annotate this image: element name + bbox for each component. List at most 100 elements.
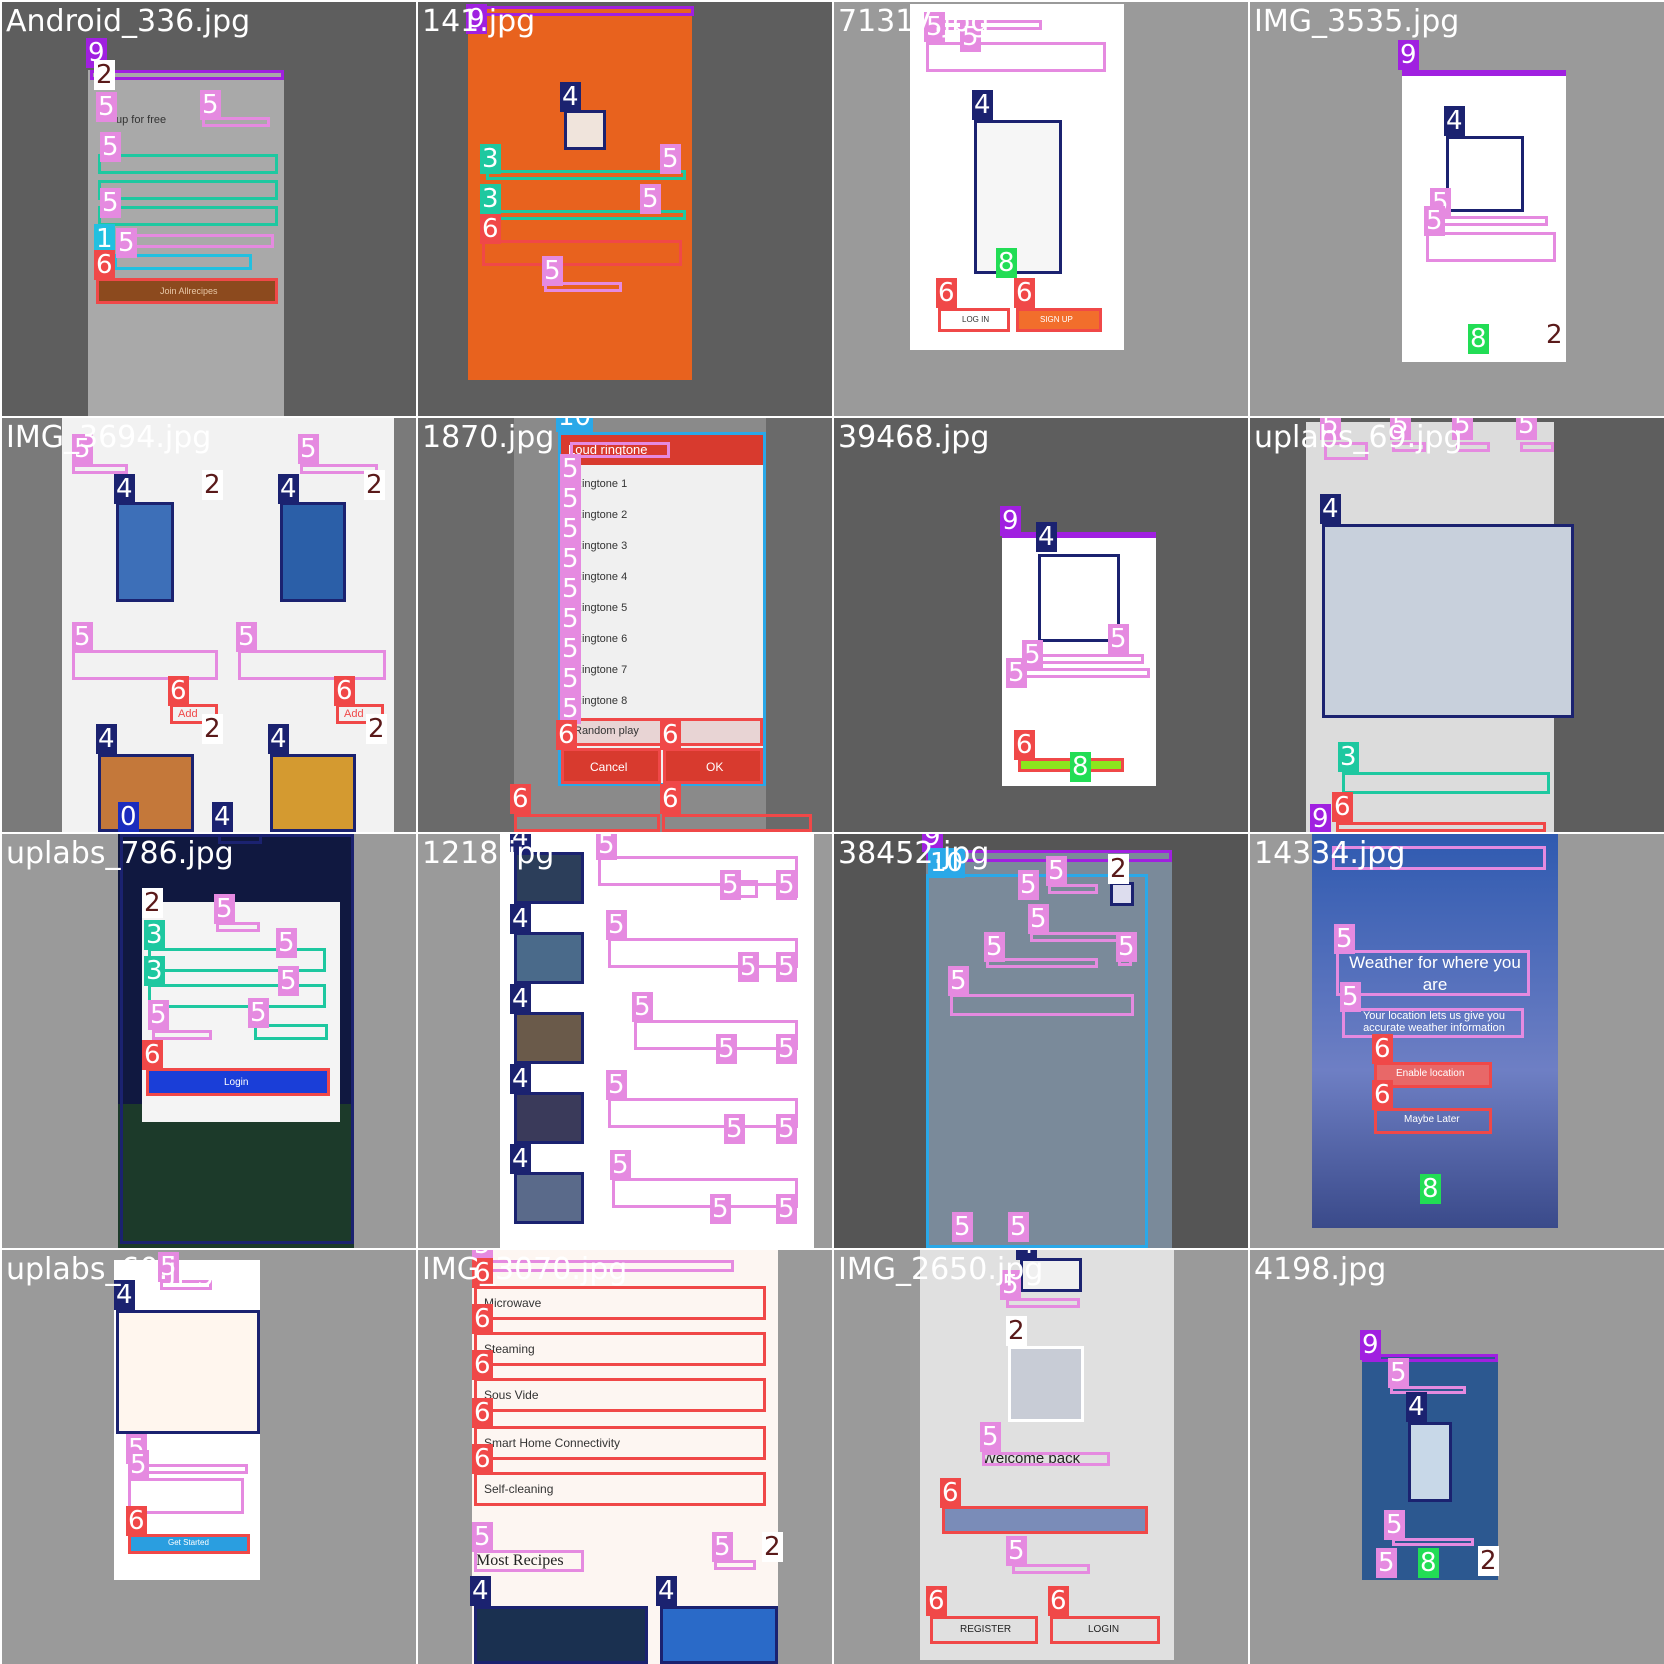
class-label-badge: 5 [1516,418,1537,440]
tile-img-3070: IMG_3070.jpg 5 Microwave 6 Steaming 6 So… [418,1250,832,1664]
class-label-badge: 6 [472,1398,493,1428]
class-label-badge: 5 [472,1522,493,1552]
tile-title: 4198.jpg [1254,1252,1387,1287]
signup-button-label: SIGN UP [1040,315,1073,324]
detection-box [238,650,386,680]
tile-title: IMG_3694.jpg [6,420,212,455]
option-1[interactable]: Ringtone 1 [574,478,628,490]
tile-uplabs-786: uplabs_786.jpg 2 5 3 5 3 5 5 5 Login 6 [2,834,416,1248]
option-8[interactable]: Ringtone 8 [574,695,628,707]
section-heading: Most Recipes [476,1552,564,1569]
class-label-badge: 2 [1006,1316,1027,1346]
detection-box [986,958,1098,968]
class-label-badge: 4 [510,904,531,934]
class-label-badge: 3 [144,956,165,986]
option-4[interactable]: Ringtone 4 [574,571,628,583]
tile-android-336: Android_336.jpg 9 2 up for free 5 5 5 5 … [2,2,416,416]
detection-box [514,1172,584,1224]
enable-location-button[interactable] [1374,1062,1492,1088]
class-label-badge: 2 [94,60,115,90]
class-label-badge: 4 [96,724,117,754]
class-label-badge: 5 [716,1034,737,1064]
class-label-badge: 5 [776,1114,797,1144]
option-steaming[interactable] [474,1332,766,1366]
class-label-badge: 2 [142,888,163,918]
detection-box [218,834,262,844]
detection-box [1012,1564,1090,1574]
class-label-badge: 6 [510,784,531,814]
class-label-badge: 3 [1338,742,1359,772]
class-label-badge: 5 [276,928,297,958]
register-button[interactable] [930,1616,1038,1644]
detection-box [98,754,194,832]
detection-box [280,502,346,602]
option-6[interactable]: Ringtone 6 [574,633,628,645]
class-label-badge: 5 [100,132,121,162]
headline: Weather for where you are [1349,953,1521,994]
class-label-badge: 2 [364,470,385,500]
maybe-later-button[interactable] [1374,1108,1492,1134]
option-self-cleaning[interactable] [474,1472,766,1506]
detection-box [486,170,686,180]
cancel-button[interactable] [561,748,661,784]
detection-box [152,1030,212,1040]
class-label-badge: 4 [1320,494,1341,524]
class-label-badge: 4 [972,90,993,120]
class-label-badge: 5 [560,484,581,514]
option-5[interactable]: Ringtone 5 [574,602,628,614]
login-button[interactable] [1050,1616,1160,1644]
login-button[interactable] [146,1068,330,1096]
tile-title: uplabs_60.jpg [6,1252,215,1287]
detection-box [1362,1354,1498,1362]
detection-box [514,1092,584,1144]
map-pin-car-illustration [1408,1422,1452,1502]
class-label-badge: 5 [632,992,653,1022]
class-label-badge: 9 [1000,506,1021,536]
detection-box [1028,654,1144,664]
subheadline: Your location lets us give you accurate … [1362,1010,1506,1034]
detection-box [974,120,1062,274]
option-sous-vide[interactable] [474,1378,766,1412]
tile-title: IMG_2650.jpg [838,1252,1044,1287]
class-label-badge: 5 [1390,418,1411,440]
join-button[interactable] [96,278,278,304]
get-started-button[interactable] [128,1534,250,1554]
class-label-badge: 5 [640,184,661,214]
login-button[interactable] [938,308,1010,332]
detection-box [90,70,284,80]
option-2[interactable]: Ringtone 2 [574,509,628,521]
tile-title: 141.jpg [422,4,536,39]
class-label-badge: 5 [776,1194,797,1224]
detection-box [1342,1008,1524,1038]
login-label: LOGIN [1088,1624,1120,1635]
detection-box [608,938,798,968]
detection-box [1402,70,1566,76]
maybe-later-label: Maybe Later [1404,1114,1460,1125]
class-label-badge: 5 [1334,924,1355,954]
tile-img-3535: IMG_3535.jpg 9 4 5 5 8 2 [1250,2,1664,416]
class-label-badge: 8 [1070,752,1091,782]
detection-box [926,42,1106,72]
ok-button[interactable] [663,748,763,784]
class-label-badge: 5 [710,1194,731,1224]
class-label-badge: 5 [100,188,121,218]
option-3[interactable]: Ringtone 3 [574,540,628,552]
option-smart-home[interactable] [474,1426,766,1460]
add-label-1: Add [178,708,198,720]
class-label-badge: 5 [560,454,581,484]
class-label-badge: 9 [466,4,487,34]
class-label-badge: 0 [118,802,139,832]
option-microwave[interactable] [474,1286,766,1320]
tile-img-2650: IMG_2650.jpg 4 5 2 Welcome back 5 6 5 RE… [834,1250,1248,1664]
class-label-badge: 5 [776,1034,797,1064]
class-label-badge: 8 [1468,324,1489,354]
signup-button[interactable] [1016,308,1102,332]
option-7[interactable]: Ringtone 7 [574,664,628,676]
class-label-badge: 6 [168,676,189,706]
tile-title: IMG_3535.jpg [1254,4,1460,39]
detection-box [116,502,174,602]
detection-box [514,1012,584,1064]
class-label-badge: 5 [1376,1548,1397,1578]
class-label-badge: 5 [560,574,581,604]
detection-box [564,110,606,150]
